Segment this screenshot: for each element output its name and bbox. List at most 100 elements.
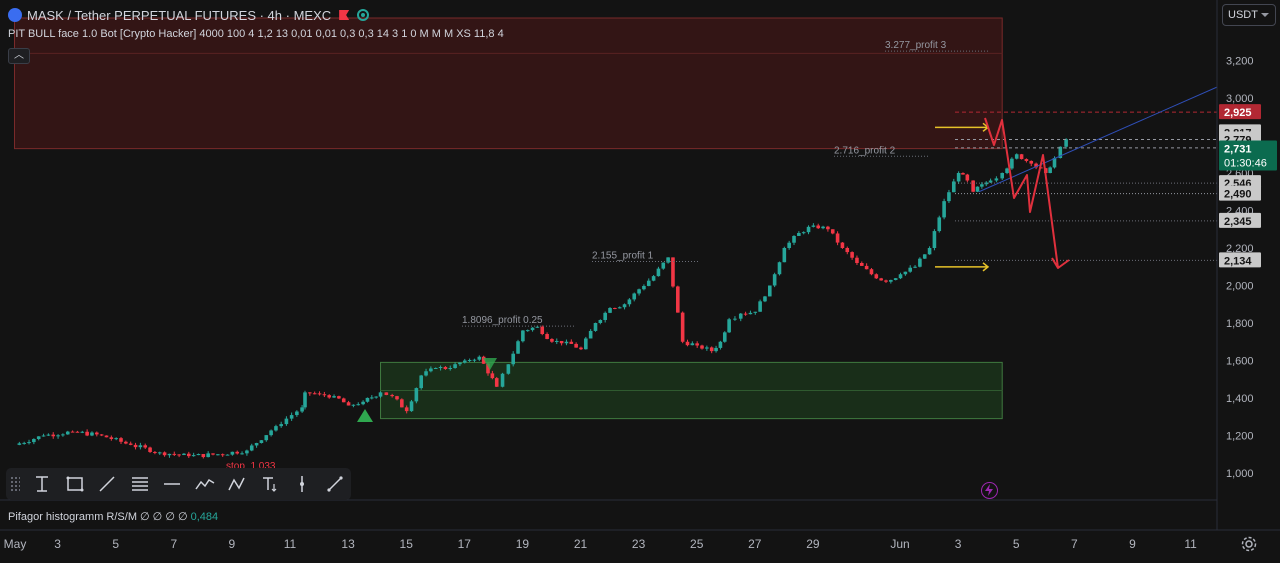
path-icon[interactable] bbox=[188, 470, 221, 498]
abcd-pattern-icon[interactable] bbox=[221, 470, 254, 498]
candle-body bbox=[598, 319, 603, 323]
settings-gear-icon[interactable] bbox=[1240, 535, 1258, 553]
fib-retracement-icon[interactable] bbox=[123, 470, 156, 498]
candle-body bbox=[811, 225, 816, 227]
candle-body bbox=[613, 308, 617, 309]
alert-bolt-icon[interactable] bbox=[981, 482, 998, 499]
currency-selector[interactable]: USDT bbox=[1222, 4, 1276, 26]
x-tick-label: 11 bbox=[284, 537, 297, 551]
candle-body bbox=[700, 345, 704, 349]
candle-body bbox=[584, 338, 588, 350]
candle-body bbox=[816, 225, 821, 229]
candle-body bbox=[1058, 146, 1063, 158]
price-tag-text-3: 2,731 bbox=[1224, 143, 1252, 155]
candle-body bbox=[462, 360, 467, 363]
candle-body bbox=[753, 311, 758, 313]
candle-body bbox=[216, 454, 220, 456]
candle-body bbox=[864, 265, 869, 270]
x-tick-label: 13 bbox=[341, 537, 355, 551]
candle-body bbox=[187, 453, 191, 457]
candle-body bbox=[477, 356, 482, 360]
candle-body bbox=[1029, 160, 1034, 164]
candle-body bbox=[550, 338, 554, 342]
candle-body bbox=[438, 366, 443, 368]
candle-body bbox=[714, 347, 718, 352]
candle-body bbox=[133, 444, 138, 448]
candle-body bbox=[506, 364, 511, 374]
candle-body bbox=[249, 445, 254, 451]
trend-line-icon[interactable] bbox=[91, 470, 124, 498]
candle-body bbox=[85, 431, 89, 436]
ray-icon[interactable] bbox=[319, 470, 352, 498]
candle-body bbox=[46, 434, 51, 436]
candle-body bbox=[705, 347, 709, 349]
candle-body bbox=[206, 453, 210, 458]
candle-body bbox=[942, 201, 946, 218]
candle-body bbox=[685, 341, 690, 346]
candle-body bbox=[494, 378, 499, 387]
candle-body bbox=[95, 432, 99, 435]
candle-body bbox=[351, 404, 356, 406]
candle-body bbox=[748, 312, 753, 315]
candle-body bbox=[772, 274, 777, 286]
price-tag-5 bbox=[1219, 185, 1261, 201]
candle-body bbox=[743, 313, 748, 315]
candle-body bbox=[622, 304, 627, 308]
candle-body bbox=[918, 258, 922, 267]
y-tick-label: 1,000 bbox=[1226, 468, 1254, 480]
candle-body bbox=[245, 450, 249, 454]
candle-body bbox=[443, 366, 448, 370]
text-cursor-icon[interactable] bbox=[26, 470, 59, 498]
candle-body bbox=[530, 327, 535, 331]
candle-body bbox=[961, 173, 965, 175]
x-tick-label: 3 bbox=[955, 537, 962, 551]
candle-body bbox=[830, 229, 835, 234]
price-tag-7 bbox=[1219, 252, 1261, 268]
candle-body bbox=[782, 248, 787, 263]
drag-handle-icon[interactable] bbox=[10, 476, 20, 492]
candle-body bbox=[80, 431, 85, 433]
candle-body bbox=[220, 454, 225, 456]
candle-body bbox=[279, 424, 283, 427]
candle-body bbox=[274, 426, 278, 431]
price-range-icon[interactable] bbox=[286, 470, 319, 498]
rectangle-icon[interactable] bbox=[58, 470, 91, 498]
candle-body bbox=[289, 415, 294, 419]
y-tick-label: 2,000 bbox=[1226, 281, 1254, 293]
indicator-legend[interactable]: PIT BULL face 1.0 Bot [Crypto Hacker] 40… bbox=[8, 28, 504, 40]
candle-body bbox=[433, 368, 438, 369]
candle-body bbox=[777, 262, 782, 275]
candle-body bbox=[361, 401, 365, 405]
market-status-icon bbox=[357, 9, 370, 21]
candle-body bbox=[157, 452, 162, 454]
candle-body bbox=[124, 441, 128, 444]
candle-body bbox=[718, 341, 723, 348]
bottom-indicator-legend[interactable]: Pifagor histogramm R/S/M ∅ ∅ ∅ ∅ 0,484 bbox=[8, 510, 218, 523]
y-tick-label: 3,200 bbox=[1226, 56, 1254, 68]
candle-body bbox=[27, 442, 31, 444]
candle-body bbox=[763, 296, 767, 302]
candle-body bbox=[511, 353, 515, 365]
flag-icon[interactable] bbox=[339, 10, 350, 20]
candle-body bbox=[308, 392, 312, 394]
x-tick-label: 23 bbox=[632, 537, 646, 551]
candle-body bbox=[971, 180, 975, 192]
candle-body bbox=[709, 347, 714, 352]
horizontal-line-icon[interactable] bbox=[156, 470, 189, 498]
x-tick-label: 7 bbox=[170, 537, 177, 551]
bottom-indicator-value: 0,484 bbox=[190, 511, 219, 523]
candle-body bbox=[104, 435, 109, 438]
candle-body bbox=[424, 371, 428, 376]
candle-body bbox=[191, 455, 196, 457]
symbol-header[interactable]: MASK / Tether PERPETUAL FUTURES · 4h · M… bbox=[8, 6, 370, 24]
candle-body bbox=[608, 308, 612, 313]
collapse-indicators-button[interactable]: ︿ bbox=[8, 48, 30, 64]
candle-body bbox=[637, 289, 641, 294]
candle-body bbox=[540, 326, 545, 334]
candle-body bbox=[467, 359, 472, 361]
candle-body bbox=[114, 438, 118, 440]
y-tick-label: 1,400 bbox=[1226, 393, 1254, 405]
candle-body bbox=[690, 343, 695, 346]
text-icon[interactable] bbox=[253, 470, 286, 498]
